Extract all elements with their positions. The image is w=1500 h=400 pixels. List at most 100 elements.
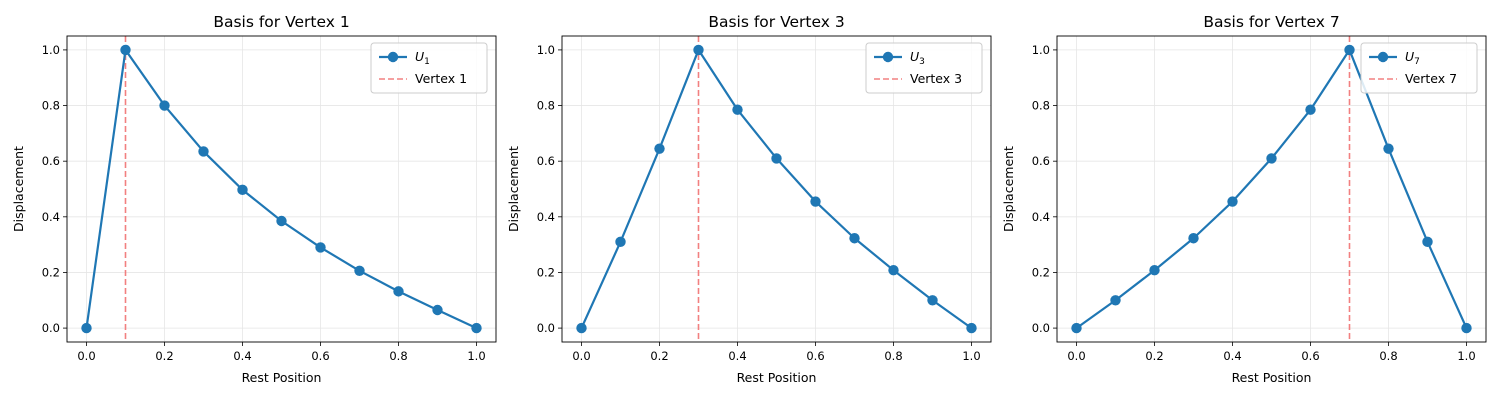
subplot-2: 0.0 0.2 0.4 0.6 0.8 1.0 0.0 0.2 0.4 0.6 0.8 1.0 Basi…: [506, 13, 992, 385]
data-point: [654, 143, 665, 154]
data-point: [888, 265, 899, 276]
x-axis-label: Rest Position: [242, 370, 322, 385]
legend-box: [370, 42, 488, 94]
data-point: [1227, 196, 1238, 207]
data-point: [393, 286, 404, 297]
y-tick-label: 0.0: [1032, 321, 1050, 335]
legend-series-label: U1: [415, 49, 430, 67]
legend-series-marker: [1377, 51, 1389, 63]
y-tick-label: 1.0: [537, 43, 555, 57]
data-point: [1344, 44, 1355, 56]
y-tick-label: 0.2: [1032, 265, 1050, 279]
x-tick-label: 0.6: [806, 349, 824, 363]
data-point: [1305, 104, 1316, 115]
y-tick-label: 0.6: [1032, 154, 1050, 168]
x-tick-label: 0.8: [389, 349, 407, 363]
legend-series-subscript: 3: [919, 57, 925, 67]
data-point: [576, 322, 587, 334]
x-tick-label: 1.0: [962, 349, 980, 363]
data-point: [471, 322, 482, 334]
x-tick-label: 0.8: [1379, 349, 1397, 363]
data-point: [120, 44, 131, 56]
subplot-3: 0.0 0.2 0.4 0.6 0.8 1.0 0.0 0.2 0.4 0.6 0.8 1.0 Basi…: [1001, 13, 1487, 385]
data-point: [927, 295, 938, 306]
data-point: [432, 304, 443, 316]
data-point: [1149, 265, 1160, 276]
axes-frame: [66, 35, 497, 343]
x-tick-label: 1.0: [467, 349, 485, 363]
x-tick-label: 0.6: [1301, 349, 1319, 363]
legend-box: [865, 42, 983, 94]
y-tick-label: 1.0: [1032, 43, 1050, 57]
data-point: [1422, 236, 1433, 248]
y-tick-label: 1.0: [42, 43, 60, 57]
x-tick-label: 0.4: [1223, 349, 1241, 363]
x-axis-label: Rest Position: [737, 370, 817, 385]
subplot-1: 0.0 0.2 0.4 0.6 0.8 1.0 0.0 0.2 0.4 0.6 0.8 1.0 Basi…: [11, 13, 497, 385]
legend: U3 Vertex 3: [865, 42, 983, 94]
x-tick-label: 0.2: [1145, 349, 1163, 363]
legend-series-name: U: [910, 49, 919, 64]
x-tick-label: 0.0: [1067, 349, 1085, 363]
chart-title: Basis for Vertex 1: [213, 13, 349, 31]
legend-vertex-label: Vertex 3: [910, 71, 962, 86]
data-point: [810, 196, 821, 207]
y-axis-label: Displacement: [506, 146, 521, 232]
y-tick-label: 0.0: [537, 321, 555, 335]
data-point: [1266, 153, 1277, 164]
x-tick-label: 0.4: [233, 349, 251, 363]
legend-series-label: U3: [910, 49, 925, 67]
x-tick-label: 0.0: [77, 349, 95, 363]
data-point: [276, 215, 287, 227]
x-tick-label: 0.4: [728, 349, 746, 363]
data-point: [1383, 143, 1394, 154]
legend-series-subscript: 7: [1414, 57, 1420, 67]
legend: U1 Vertex 1: [370, 42, 488, 94]
data-point: [615, 236, 626, 248]
data-point: [354, 265, 365, 276]
x-axis-label: Rest Position: [1232, 370, 1312, 385]
y-tick-label: 0.0: [42, 321, 60, 335]
data-point: [1071, 322, 1082, 334]
y-axis-label: Displacement: [11, 146, 26, 232]
y-tick-label: 0.2: [42, 265, 60, 279]
y-tick-label: 0.4: [537, 210, 555, 224]
x-tick-label: 0.0: [572, 349, 590, 363]
y-tick-label: 0.4: [42, 210, 60, 224]
x-tick-label: 0.2: [650, 349, 668, 363]
chart-title: Basis for Vertex 3: [708, 13, 844, 31]
chart-title: Basis for Vertex 7: [1203, 13, 1339, 31]
x-tick-label: 0.2: [155, 349, 173, 363]
y-tick-label: 0.2: [537, 265, 555, 279]
legend-series-marker: [387, 51, 399, 63]
legend-box: [1360, 42, 1478, 94]
data-point: [966, 322, 977, 334]
y-tick-label: 0.8: [1032, 99, 1050, 113]
data-point: [771, 153, 782, 164]
data-point: [693, 44, 704, 56]
axes-frame: [1056, 35, 1487, 343]
legend-series-name: U: [415, 49, 424, 64]
y-tick-label: 0.8: [42, 99, 60, 113]
data-point: [1188, 233, 1199, 244]
legend-vertex-label: Vertex 1: [415, 71, 467, 86]
y-tick-label: 0.4: [1032, 210, 1050, 224]
x-tick-label: 0.8: [884, 349, 902, 363]
y-tick-label: 0.6: [42, 154, 60, 168]
data-point: [198, 146, 209, 157]
data-point: [1110, 295, 1121, 306]
legend: U7 Vertex 7: [1360, 42, 1478, 94]
legend-series-name: U: [1405, 49, 1414, 64]
data-point: [315, 242, 326, 253]
x-tick-label: 1.0: [1457, 349, 1475, 363]
y-tick-label: 0.8: [537, 99, 555, 113]
data-point: [159, 100, 170, 111]
legend-series-marker: [882, 51, 894, 63]
y-tick-label: 0.6: [537, 154, 555, 168]
legend-series-subscript: 1: [424, 57, 430, 67]
axes-frame: [561, 35, 992, 343]
legend-series-label: U7: [1405, 49, 1420, 67]
y-axis-label: Displacement: [1001, 146, 1016, 232]
x-tick-label: 0.6: [311, 349, 329, 363]
